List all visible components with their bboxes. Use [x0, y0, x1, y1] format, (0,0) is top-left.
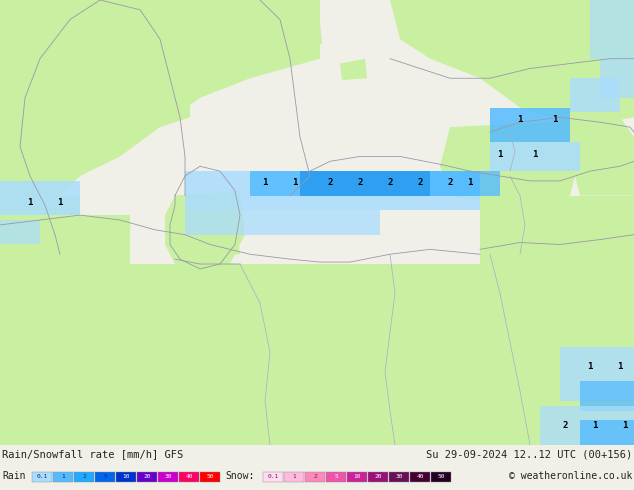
Text: 30: 30	[164, 474, 172, 479]
Polygon shape	[195, 205, 228, 230]
Polygon shape	[440, 122, 580, 205]
Polygon shape	[540, 406, 634, 445]
Bar	[305, 472, 325, 483]
Polygon shape	[600, 59, 634, 98]
Polygon shape	[580, 381, 634, 411]
Polygon shape	[0, 279, 634, 445]
Polygon shape	[0, 181, 80, 215]
Text: Snow:: Snow:	[225, 471, 254, 481]
Text: 2: 2	[448, 178, 453, 187]
Bar	[74, 472, 94, 483]
Text: 1: 1	[27, 198, 33, 207]
Text: © weatheronline.co.uk: © weatheronline.co.uk	[508, 471, 632, 481]
Polygon shape	[480, 196, 634, 274]
Text: 5: 5	[334, 474, 338, 479]
Text: 1: 1	[61, 474, 65, 479]
Polygon shape	[490, 108, 570, 142]
Text: 2: 2	[562, 421, 567, 430]
Bar	[158, 472, 178, 483]
Polygon shape	[265, 12, 287, 31]
Polygon shape	[390, 0, 634, 127]
Text: 1: 1	[262, 178, 268, 187]
Text: 1: 1	[292, 178, 298, 187]
Bar	[263, 472, 283, 483]
Text: 2: 2	[82, 474, 86, 479]
Polygon shape	[175, 264, 250, 303]
Text: 1: 1	[623, 421, 628, 430]
Text: 5: 5	[103, 474, 107, 479]
Text: 0.1: 0.1	[268, 474, 278, 479]
Text: 0.1: 0.1	[36, 474, 48, 479]
Text: 1: 1	[517, 115, 522, 124]
Polygon shape	[430, 171, 500, 196]
Text: 2: 2	[387, 178, 392, 187]
Bar	[179, 472, 199, 483]
Text: 1: 1	[292, 474, 296, 479]
Text: 10: 10	[122, 474, 130, 479]
Polygon shape	[580, 420, 634, 445]
Polygon shape	[590, 0, 634, 59]
Polygon shape	[550, 117, 634, 196]
Bar	[284, 472, 304, 483]
Bar	[200, 472, 220, 483]
Text: 1: 1	[587, 362, 593, 371]
Text: Rain/Snowfall rate [mm/h] GFS: Rain/Snowfall rate [mm/h] GFS	[2, 449, 183, 459]
Polygon shape	[300, 171, 430, 196]
Bar	[368, 472, 388, 483]
Text: Rain: Rain	[2, 471, 25, 481]
Text: Su 29-09-2024 12..12 UTC (00+156): Su 29-09-2024 12..12 UTC (00+156)	[426, 449, 632, 459]
Text: 1: 1	[618, 362, 623, 371]
Text: 20: 20	[143, 474, 151, 479]
Text: 1: 1	[57, 198, 63, 207]
Bar	[95, 472, 115, 483]
Text: 40: 40	[417, 474, 424, 479]
Polygon shape	[165, 191, 245, 269]
Text: 2: 2	[313, 474, 317, 479]
Polygon shape	[295, 22, 322, 47]
Bar	[32, 472, 52, 483]
Bar	[137, 472, 157, 483]
Bar	[347, 472, 367, 483]
Polygon shape	[0, 215, 130, 274]
Polygon shape	[185, 210, 380, 235]
Polygon shape	[0, 264, 634, 445]
Text: 1: 1	[592, 421, 598, 430]
Polygon shape	[0, 220, 40, 245]
Text: 50: 50	[437, 474, 444, 479]
Polygon shape	[0, 196, 80, 254]
Polygon shape	[215, 238, 240, 256]
Bar	[389, 472, 409, 483]
Text: 1: 1	[552, 115, 558, 124]
Text: 10: 10	[353, 474, 361, 479]
Text: 2: 2	[327, 178, 333, 187]
Bar	[326, 472, 346, 483]
Text: 50: 50	[206, 474, 214, 479]
Text: 2: 2	[417, 178, 423, 187]
Text: 40: 40	[185, 474, 193, 479]
Bar	[410, 472, 430, 483]
Polygon shape	[250, 171, 480, 196]
Polygon shape	[570, 78, 620, 112]
Text: 2: 2	[358, 178, 363, 187]
Polygon shape	[340, 59, 367, 80]
Text: 20: 20	[374, 474, 382, 479]
Text: 1: 1	[533, 150, 538, 159]
Polygon shape	[185, 171, 480, 210]
Polygon shape	[0, 0, 190, 254]
Polygon shape	[560, 347, 634, 401]
Bar	[53, 472, 73, 483]
Bar	[116, 472, 136, 483]
Polygon shape	[490, 142, 580, 171]
Bar	[431, 472, 451, 483]
Text: 1: 1	[497, 150, 503, 159]
Text: 1: 1	[467, 178, 473, 187]
Text: 30: 30	[395, 474, 403, 479]
Polygon shape	[60, 0, 320, 196]
Polygon shape	[180, 233, 207, 252]
